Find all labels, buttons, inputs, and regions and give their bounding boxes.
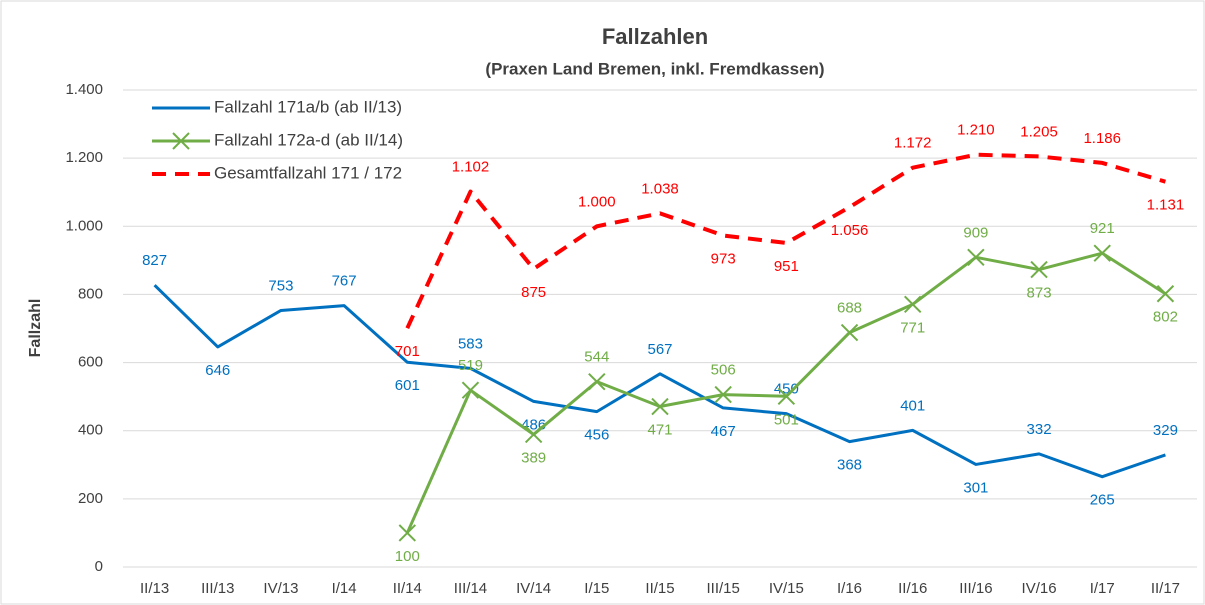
data-label: 1.172 (894, 135, 932, 152)
y-tick-label: 400 (78, 422, 103, 439)
data-label: 701 (395, 343, 420, 360)
data-label: 456 (584, 427, 609, 444)
x-tick-label: III/15 (706, 580, 739, 597)
data-label: 601 (395, 377, 420, 394)
legend-label: Gesamtfallzahl 171 / 172 (214, 163, 402, 182)
data-label: 1.210 (957, 122, 995, 139)
marker (777, 387, 796, 406)
data-label: 519 (458, 357, 483, 374)
legend-marker (172, 132, 190, 150)
x-tick-label: III/16 (959, 580, 992, 597)
marker (840, 323, 859, 342)
data-label: 583 (458, 335, 483, 352)
x-tick-label: IV/13 (263, 580, 298, 597)
data-label: 100 (395, 548, 420, 565)
x-tick-label: I/14 (332, 580, 357, 597)
data-label: 1.102 (452, 159, 490, 176)
data-label: 368 (837, 457, 862, 474)
data-label: 909 (963, 224, 988, 241)
data-label: 501 (774, 411, 799, 428)
data-label: 802 (1153, 309, 1178, 326)
data-label: 1.000 (578, 193, 616, 210)
chart-subtitle: (Praxen Land Bremen, inkl. Fremdkassen) (485, 59, 824, 78)
x-tick-label: I/17 (1090, 580, 1115, 597)
x-tick-label: III/13 (201, 580, 234, 597)
data-label: 467 (711, 423, 736, 440)
marker (967, 248, 985, 266)
data-label: 873 (1027, 285, 1052, 302)
data-label: 265 (1090, 492, 1115, 509)
data-label: 688 (837, 300, 862, 317)
x-tick-label: IV/14 (516, 580, 551, 597)
marker (651, 397, 669, 416)
data-label: 471 (647, 421, 672, 438)
x-tick-label: II/15 (645, 580, 674, 597)
marker (1093, 244, 1111, 262)
y-tick-label: 0 (95, 558, 103, 575)
data-label: 951 (774, 258, 799, 275)
legend-label: Fallzahl 172a-d (ab II/14) (214, 130, 403, 149)
data-label: 1.205 (1020, 123, 1058, 140)
y-tick-label: 200 (78, 490, 103, 507)
data-label: 486 (521, 416, 546, 433)
marker (714, 385, 732, 404)
x-tick-label: III/14 (454, 580, 487, 597)
x-tick-label: IV/16 (1022, 580, 1057, 597)
data-label: 1.131 (1147, 197, 1185, 214)
data-label: 973 (711, 250, 736, 267)
x-tick-label: II/16 (898, 580, 927, 597)
data-label: 827 (142, 252, 167, 269)
data-label: 753 (268, 277, 293, 294)
x-tick-label: II/14 (393, 580, 422, 597)
x-tick-label: I/16 (837, 580, 862, 597)
data-label: 1.186 (1083, 130, 1121, 147)
data-label: 767 (332, 273, 357, 290)
data-label: 301 (963, 479, 988, 496)
y-tick-label: 1.400 (65, 81, 103, 98)
legend-label: Fallzahl 171a/b (ab II/13) (214, 97, 402, 116)
data-label: 401 (900, 397, 925, 414)
x-tick-label: II/13 (140, 580, 169, 597)
data-label: 506 (711, 362, 736, 379)
x-tick-label: II/17 (1151, 580, 1180, 597)
data-label: 921 (1090, 220, 1115, 237)
chart-title: Fallzahlen (602, 24, 708, 49)
marker (1156, 285, 1175, 303)
y-tick-label: 600 (78, 354, 103, 371)
data-label: 1.056 (831, 222, 869, 239)
y-axis-title: Fallzahl (27, 299, 44, 358)
marker (903, 295, 922, 314)
y-tick-label: 1.200 (65, 149, 103, 166)
data-label: 771 (900, 319, 925, 336)
data-label: 450 (774, 381, 799, 398)
data-label: 875 (521, 284, 546, 301)
data-label: 332 (1027, 421, 1052, 438)
x-tick-label: I/15 (584, 580, 609, 597)
x-tick-label: IV/15 (769, 580, 804, 597)
marker (461, 381, 480, 399)
data-label: 389 (521, 449, 546, 466)
data-label: 544 (584, 349, 609, 366)
marker (1030, 260, 1048, 279)
data-label: 567 (647, 341, 672, 358)
data-label: 646 (205, 362, 230, 379)
marker (588, 372, 606, 391)
data-label: 1.038 (641, 180, 679, 197)
y-tick-label: 800 (78, 285, 103, 302)
data-label: 329 (1153, 422, 1178, 439)
marker (524, 425, 543, 444)
series-line (153, 284, 1166, 479)
marker (398, 524, 417, 542)
y-tick-label: 1.000 (65, 217, 103, 234)
